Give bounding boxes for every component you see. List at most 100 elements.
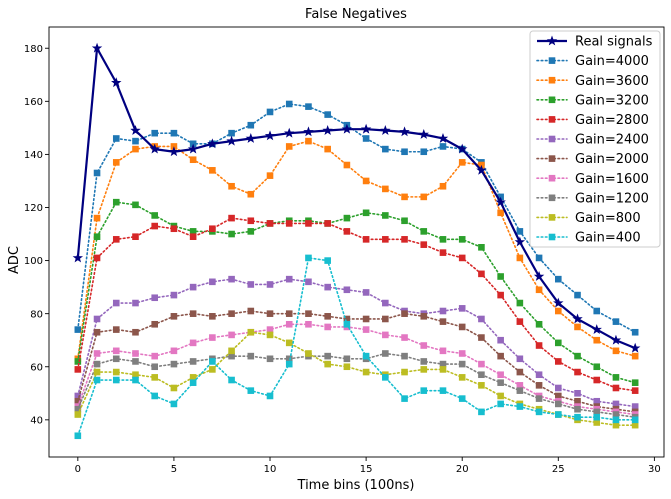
series-gain-2800	[74, 214, 639, 394]
data-point	[228, 352, 235, 360]
data-point	[554, 392, 562, 400]
data-point	[285, 339, 293, 347]
plot-frame	[48, 26, 665, 458]
data-point	[189, 283, 197, 291]
data-point	[132, 137, 139, 145]
data-point	[247, 190, 255, 198]
data-point	[93, 376, 101, 384]
data-point	[112, 376, 120, 384]
data-point	[91, 42, 103, 53]
data-point	[285, 220, 293, 227]
series-gain-400	[74, 254, 639, 440]
data-point	[535, 408, 543, 416]
data-point	[362, 315, 370, 323]
data-point	[305, 320, 312, 328]
data-point	[93, 328, 101, 336]
data-point	[74, 432, 82, 440]
data-point	[497, 273, 504, 280]
data-point	[382, 236, 389, 243]
data-point	[170, 225, 178, 233]
data-point	[382, 350, 389, 357]
data-point	[343, 214, 351, 222]
legend-marker	[548, 214, 556, 221]
series-line	[77, 352, 636, 418]
data-point	[478, 315, 485, 323]
data-point	[516, 228, 524, 235]
data-point	[207, 138, 218, 149]
legend-label: Gain=3200	[575, 93, 649, 108]
data-point	[612, 400, 620, 408]
data-point	[285, 275, 293, 283]
data-point	[574, 291, 581, 299]
data-point	[130, 125, 141, 135]
data-point	[554, 275, 562, 283]
data-point	[612, 421, 620, 429]
data-point	[574, 397, 581, 405]
data-point	[612, 318, 620, 325]
data-point	[112, 326, 120, 333]
data-point	[305, 220, 312, 227]
data-point	[209, 278, 216, 286]
data-point	[74, 397, 82, 405]
data-point	[458, 360, 466, 368]
data-point	[151, 212, 159, 219]
data-point	[516, 382, 524, 389]
legend-marker	[548, 57, 556, 64]
data-point	[420, 366, 428, 373]
data-point	[612, 347, 620, 355]
data-point	[574, 368, 581, 376]
data-point	[72, 252, 84, 263]
legend-marker	[548, 174, 556, 182]
data-point	[170, 360, 178, 368]
data-point	[458, 395, 466, 402]
data-point	[247, 121, 255, 129]
legend-label: Gain=400	[575, 231, 641, 246]
data-point	[132, 350, 139, 357]
data-point	[132, 299, 139, 307]
y-tick-label: 60	[30, 362, 43, 373]
data-point	[209, 334, 216, 341]
data-point	[439, 307, 447, 315]
legend-marker	[548, 194, 556, 202]
data-point	[362, 209, 370, 217]
x-tick-label: 20	[456, 464, 469, 475]
data-point	[478, 334, 485, 341]
data-point	[285, 143, 293, 150]
data-point	[189, 228, 197, 235]
legend-label: Gain=800	[575, 211, 641, 226]
data-point	[74, 405, 82, 413]
data-point	[209, 366, 216, 373]
data-point	[151, 374, 159, 381]
data-point	[305, 137, 312, 145]
y-axis-label: ADC	[7, 246, 22, 274]
data-point	[382, 299, 389, 307]
data-point	[303, 126, 314, 137]
data-point	[610, 334, 622, 345]
data-point	[420, 193, 428, 201]
data-point	[554, 358, 562, 365]
data-point	[343, 320, 351, 328]
data-point	[437, 133, 449, 143]
data-point	[554, 411, 562, 418]
data-point	[497, 379, 504, 386]
data-point	[591, 324, 602, 335]
data-point	[247, 387, 255, 394]
data-point	[132, 145, 139, 153]
data-point	[93, 368, 101, 376]
data-point	[593, 307, 601, 315]
legend-label: Gain=1200	[575, 191, 649, 206]
data-point	[343, 363, 351, 371]
data-point	[612, 374, 620, 381]
data-point	[516, 318, 524, 325]
data-point	[514, 236, 526, 247]
data-point	[420, 228, 428, 235]
data-point	[572, 313, 583, 324]
data-point	[401, 352, 408, 360]
data-point	[554, 400, 562, 408]
data-point	[362, 177, 370, 185]
data-point	[151, 352, 159, 360]
data-point	[111, 77, 122, 88]
data-point	[382, 315, 389, 323]
data-point	[593, 408, 601, 416]
data-point	[516, 368, 524, 376]
